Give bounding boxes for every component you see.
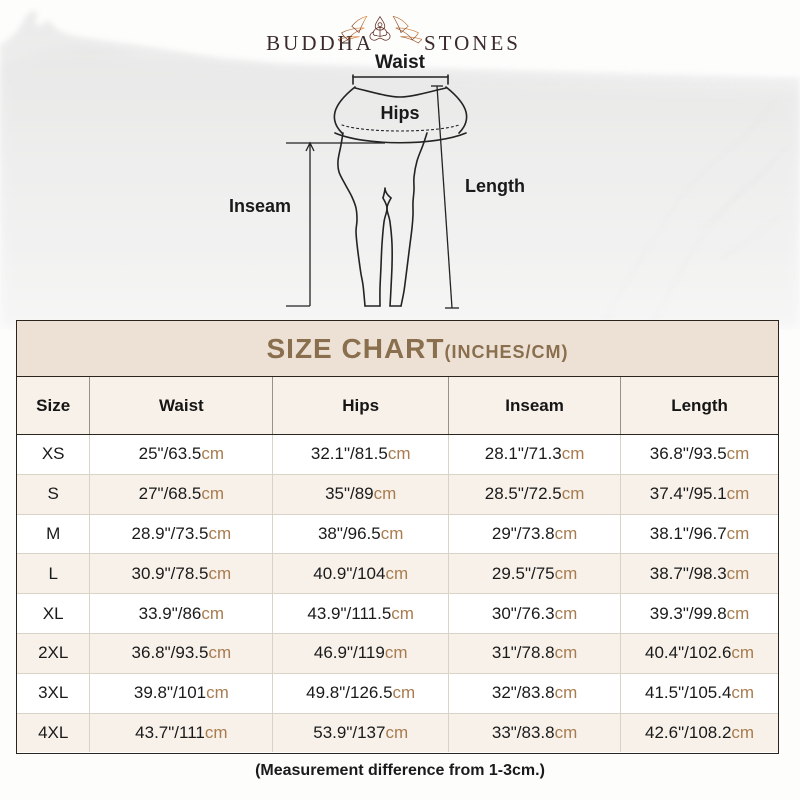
svg-text:Waist: Waist [375, 52, 426, 73]
svg-text:Hips: Hips [380, 103, 419, 123]
svg-text:Length: Length [465, 176, 525, 196]
svg-text:Inseam: Inseam [229, 196, 291, 216]
